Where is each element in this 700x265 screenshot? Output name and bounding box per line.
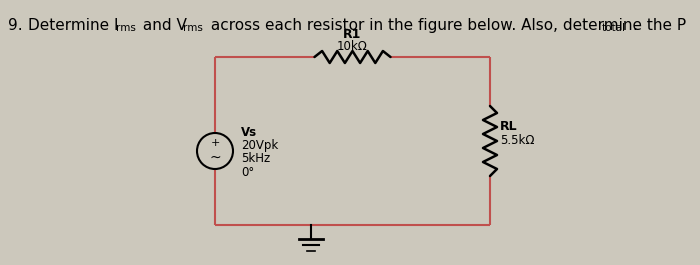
Text: and V: and V — [138, 18, 187, 33]
Text: across each resistor in the figure below. Also, determine the P: across each resistor in the figure below… — [206, 18, 686, 33]
Text: RL: RL — [500, 120, 517, 132]
Text: rms: rms — [183, 23, 203, 33]
Text: Determine I: Determine I — [28, 18, 118, 33]
Text: 0°: 0° — [241, 166, 254, 179]
Text: rms: rms — [116, 23, 136, 33]
Text: Vs: Vs — [241, 126, 257, 139]
Text: 10kΩ: 10kΩ — [337, 41, 368, 54]
Text: 9.: 9. — [8, 18, 22, 33]
Text: R1: R1 — [343, 29, 362, 42]
Text: .: . — [632, 18, 637, 33]
Text: 5.5kΩ: 5.5kΩ — [500, 135, 535, 148]
Text: 20Vpk: 20Vpk — [241, 139, 279, 152]
Text: ~: ~ — [209, 151, 220, 165]
Text: +: + — [210, 138, 220, 148]
Text: total: total — [602, 23, 626, 33]
Text: 5kHz: 5kHz — [241, 152, 270, 166]
